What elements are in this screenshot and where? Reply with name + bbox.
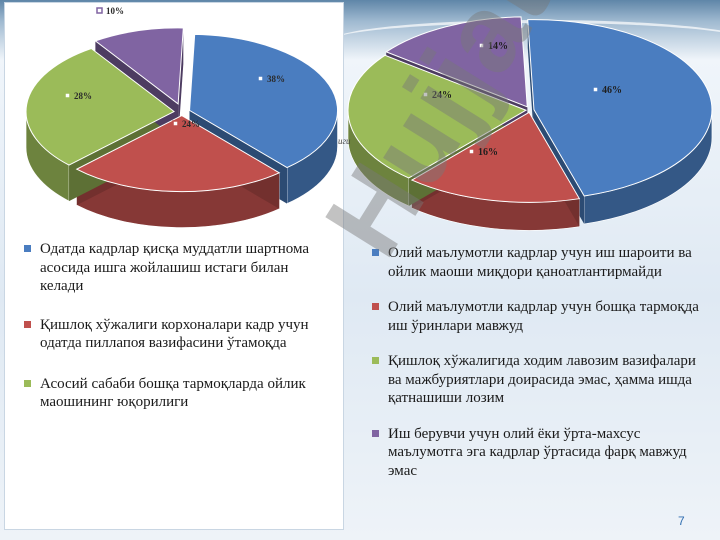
pie-slice-label: 24% bbox=[422, 90, 452, 101]
legend-swatch bbox=[24, 379, 31, 387]
pie-slice bbox=[94, 27, 184, 105]
svg-text:28%: 28% bbox=[74, 91, 92, 101]
legend-swatch bbox=[24, 320, 31, 328]
legend-swatch bbox=[372, 303, 379, 310]
pie-chart-left: 38% 24% 28% 10% bbox=[25, 6, 338, 228]
legend-swatch bbox=[24, 245, 31, 252]
legend-label: Асосий сабаби бошқа тармоқларда ойлик ма… bbox=[40, 375, 306, 411]
legend-entry: Қишлоқ хўжалиги корхоналари кадр учун од… bbox=[24, 316, 328, 353]
legend-left: Одатда кадрлар қисқа муддатли шартнома а… bbox=[24, 240, 328, 432]
pie-slice bbox=[25, 47, 175, 166]
svg-text:38%: 38% bbox=[267, 74, 285, 84]
legend-entry: Асосий сабаби бошқа тармоқларда ойлик ма… bbox=[24, 375, 328, 412]
decorative-swoosh bbox=[330, 20, 720, 63]
legend-entry: Олий маълумотли кадрлар учун иш шароити … bbox=[372, 244, 708, 281]
legend-label: Қишлоқ хўжалиги корхоналари кадр учун од… bbox=[40, 316, 309, 352]
pie-slice bbox=[527, 19, 713, 197]
pie-slice bbox=[385, 16, 528, 108]
pie-slice bbox=[75, 115, 281, 193]
svg-text:10%: 10% bbox=[106, 6, 124, 16]
legend-label: Қишлоқ хўжалигида ходим лавозим вазифала… bbox=[388, 353, 696, 406]
legend-entry: Одатда кадрлар қисқа муддатли шартнома а… bbox=[24, 240, 328, 296]
fragment-text: иги bbox=[338, 136, 351, 146]
legend-right: Олий маълумотли кадрлар учун иш шароити … bbox=[372, 244, 708, 497]
legend-label: Одатда кадрлар қисқа муддатли шартнома а… bbox=[40, 241, 310, 294]
pie-slice bbox=[189, 33, 338, 169]
page-number: 7 bbox=[678, 514, 685, 528]
legend-swatch bbox=[372, 357, 379, 364]
legend-entry: Олий маълумотли кадрлар учун бошқа тармо… bbox=[372, 298, 708, 335]
svg-text:24%: 24% bbox=[432, 90, 452, 101]
pie-slice-label: 24% bbox=[172, 119, 200, 129]
legend-entry: Қишлоқ хўжалигида ходим лавозим вазифала… bbox=[372, 352, 708, 408]
pie-chart-right: 46% 16% 24% 14% bbox=[347, 16, 713, 231]
pie-slice-label: 46% bbox=[592, 85, 622, 96]
legend-swatch bbox=[372, 429, 379, 437]
pie-slice-wall bbox=[178, 27, 184, 140]
legend-label: Олий маълумотли кадрлар учун иш шароити … bbox=[388, 245, 692, 280]
pie-slice bbox=[410, 111, 581, 203]
svg-text:46%: 46% bbox=[602, 85, 622, 96]
svg-text:24%: 24% bbox=[182, 119, 200, 129]
legend-label: Иш берувчи учун олий ёки ўрта-махсус маъ… bbox=[388, 425, 687, 479]
legend-swatch bbox=[372, 249, 379, 256]
pie-slice bbox=[347, 54, 528, 179]
pie-slice-label: 10% bbox=[96, 6, 124, 16]
svg-text:14%: 14% bbox=[488, 41, 508, 52]
pie-slice-label: 16% bbox=[468, 147, 498, 158]
pie-slice-label: 28% bbox=[64, 91, 92, 101]
legend-entry: Иш берувчи учун олий ёки ўрта-махсус маъ… bbox=[372, 425, 708, 481]
pie-slice-label: 38% bbox=[257, 74, 285, 84]
pie-slice-label: 14% bbox=[478, 41, 508, 52]
svg-text:16%: 16% bbox=[478, 147, 498, 158]
legend-label: Олий маълумотли кадрлар учун бошқа тармо… bbox=[388, 299, 699, 334]
